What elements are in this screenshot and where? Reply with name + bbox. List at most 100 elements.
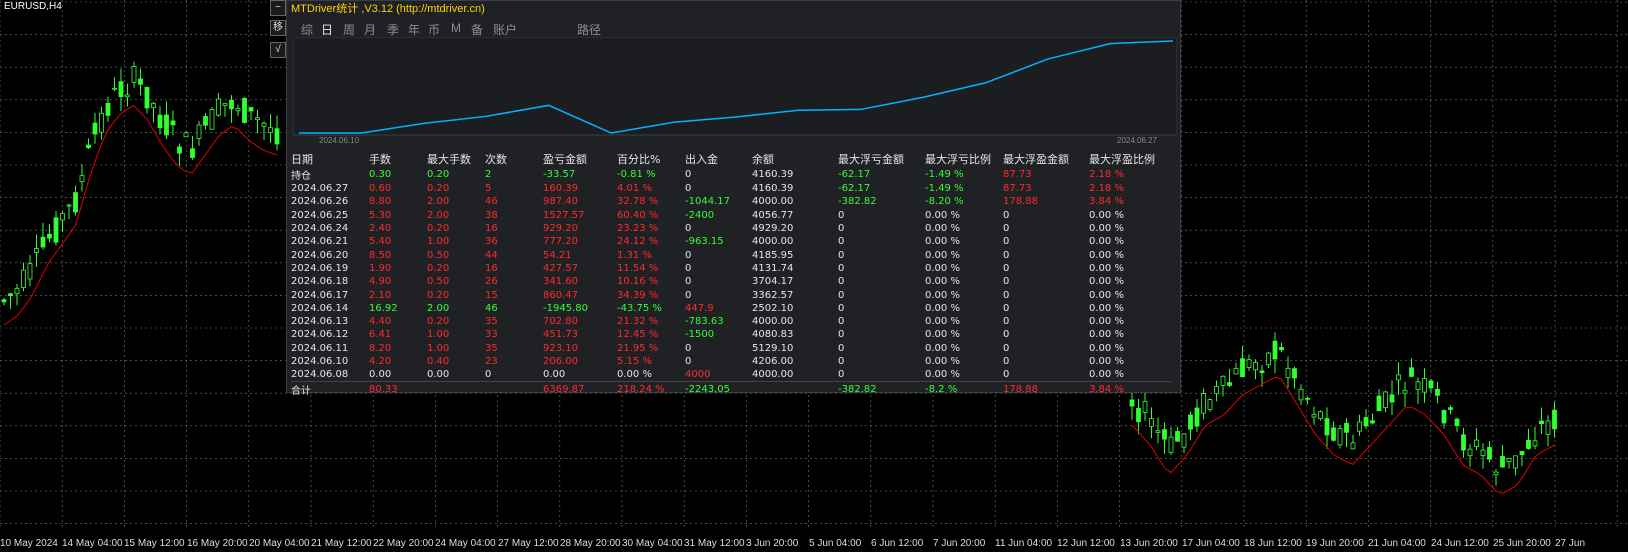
tab-3[interactable]: 月: [364, 23, 377, 37]
table-row[interactable]: 2024.06.24 2.40 0.20 16 929.20 23.23 % 0 4929.2…: [291, 222, 1171, 235]
table-cell: 0: [1003, 236, 1010, 248]
table-cell: 2.18 %: [1089, 169, 1124, 180]
table-cell: 178.88: [1003, 196, 1038, 208]
candle-body: [14, 287, 20, 295]
table-cell: 5129.10: [752, 342, 794, 354]
table-row[interactable]: 2024.06.19 1.90 0.20 16 427.57 11.54 % 0 4131.7…: [291, 262, 1171, 275]
table-cell: 0.00 %: [1089, 356, 1124, 367]
table-cell: 4160.39: [752, 183, 794, 195]
col-header: 最大浮亏比例: [925, 153, 991, 166]
table-cell: 0: [838, 369, 845, 381]
table-row[interactable]: 2024.06.10 4.20 0.40 23 206.00 5.15 % 0 4206.00…: [291, 355, 1171, 368]
table-header: 日期 手数 最大手数 次数 盈亏金额 百分比% 出入金 余额 最大浮亏金额 最大浮亏比例 最大浮盈金…: [291, 151, 1171, 167]
tab-9[interactable]: 账户: [493, 23, 518, 37]
table-cell: 3704.17: [752, 276, 794, 288]
candle-body: [261, 122, 267, 127]
candle-body: [47, 233, 52, 239]
candle-body: [229, 99, 234, 110]
candle-body: [1415, 381, 1421, 391]
candle-body: [190, 148, 195, 158]
table-cell: 702.80: [543, 316, 578, 328]
table-cell: 0.00 %: [925, 369, 960, 381]
table-cell: 5.30: [369, 209, 392, 221]
table-cell: 0: [1003, 356, 1010, 367]
table-row[interactable]: 2024.06.27 0.60 0.20 5 160.39 4.01 % 0 4160.39 -…: [291, 182, 1171, 195]
time-tick-label: 18 Jun 12:00: [1244, 538, 1302, 549]
candle-body: [1279, 347, 1284, 351]
table-row[interactable]: 2024.06.13 4.40 0.20 35 702.80 21.32 % -783.63…: [291, 315, 1171, 328]
candle-body: [131, 66, 137, 83]
table-cell: 0: [685, 249, 692, 261]
table-cell: 2024.06.27: [291, 183, 349, 195]
table-row[interactable]: 2024.06.20 8.50 0.50 44 54.21 1.31 % 0 4185.95 0…: [291, 248, 1171, 261]
candle-body: [1435, 388, 1440, 396]
table-row[interactable]: 2024.06.08 0.00 0.00 0 0.00 0.00 % 4000 4000.00…: [291, 368, 1171, 382]
candle-body: [1162, 429, 1167, 440]
candle-body: [1285, 367, 1291, 378]
tab-5[interactable]: 年: [408, 23, 421, 37]
table-cell: 0: [685, 262, 692, 274]
candle-body: [79, 175, 85, 183]
tab-7[interactable]: M: [451, 21, 461, 35]
table-cell: 987.40: [543, 196, 578, 208]
candle-body: [1500, 456, 1505, 468]
table-row[interactable]: 2024.06.12 6.41 1.00 33 451.73 12.45 % -1500 40…: [291, 328, 1171, 341]
table-row[interactable]: 2024.06.17 2.10 0.20 15 860.47 34.39 % 0 3362.5…: [291, 288, 1171, 301]
table-cell: 2: [485, 169, 492, 180]
candle-body: [1188, 414, 1193, 430]
table-row[interactable]: 2024.06.14 16.92 2.00 46 -1945.80 -43.75 % 447…: [291, 302, 1171, 315]
time-tick-label: 25 Jun 20:00: [1493, 538, 1551, 549]
candle-body: [60, 213, 65, 221]
table-cell: 0: [838, 302, 845, 314]
table-cell: 0: [1003, 276, 1010, 288]
table-cell: 0.20: [427, 169, 450, 180]
table-cell: 4056.77: [752, 209, 794, 221]
table-row[interactable]: 持仓 0.30 0.20 2 -33.57 -0.81 % 0 4160.39 -62.17 -1…: [291, 167, 1171, 182]
move-button[interactable]: 移: [270, 20, 286, 36]
table-row[interactable]: 2024.06.21 5.40 1.00 36 777.20 24.12 % -963.15…: [291, 235, 1171, 248]
tab-8[interactable]: 备: [471, 23, 484, 37]
time-tick-label: 24 Jun 12:00: [1431, 538, 1489, 549]
table-cell: 0: [838, 262, 845, 274]
candle-body: [1519, 450, 1525, 455]
table-cell: 0: [838, 223, 845, 235]
candle-body: [8, 293, 13, 297]
candle-body: [1272, 340, 1278, 360]
table-row[interactable]: 2024.06.11 8.20 1.00 35 923.10 21.95 % 0 5129.1…: [291, 342, 1171, 355]
candle-body: [1331, 427, 1336, 441]
table-row[interactable]: 2024.06.18 4.90 0.50 26 341.60 10.16 % 0 3704.1…: [291, 275, 1171, 288]
tab-2[interactable]: 周: [343, 23, 356, 37]
col-header: 余额: [752, 153, 774, 166]
table-cell: -1.49 %: [925, 183, 964, 195]
table-row[interactable]: 2024.06.26 8.80 2.00 46 987.40 32.78 % -1044.1…: [291, 195, 1171, 208]
candle-body: [40, 236, 46, 248]
table-cell: -1.49 %: [925, 169, 964, 180]
table-cell: 8.20: [369, 342, 392, 354]
table-cell: 777.20: [543, 236, 578, 248]
table-cell: -1945.80: [543, 302, 588, 314]
tab-4[interactable]: 季: [387, 23, 400, 37]
minimize-button[interactable]: −: [270, 0, 286, 16]
tab-10[interactable]: 路径: [577, 23, 602, 37]
tab-6[interactable]: 币: [428, 23, 441, 37]
table-cell: 0: [685, 356, 692, 367]
candle-body: [1552, 409, 1557, 430]
table-cell: 160.39: [543, 183, 578, 195]
table-cell: -43.75 %: [617, 302, 662, 314]
table-cell: 2024.06.21: [291, 236, 349, 248]
table-row[interactable]: 2024.06.25 5.30 2.00 38 1527.57 60.40 % -2400 4…: [291, 209, 1171, 222]
table-cell: 0: [685, 183, 692, 195]
tab-0[interactable]: 综: [301, 23, 314, 37]
table-cell: 2.40: [369, 223, 392, 235]
confirm-button[interactable]: √: [270, 42, 286, 58]
table-cell: 0.00 %: [925, 276, 960, 288]
table-cell: 0.60: [369, 183, 392, 195]
table-cell: 0: [1003, 209, 1010, 221]
table-cell: 0: [1003, 369, 1010, 381]
candle-body: [1428, 380, 1434, 389]
table-cell: 0.50: [427, 276, 450, 288]
candle-body: [1461, 434, 1466, 451]
table-cell: 33: [485, 329, 498, 341]
tab-1[interactable]: 日: [321, 23, 334, 37]
table-cell: 60.40 %: [617, 209, 659, 221]
